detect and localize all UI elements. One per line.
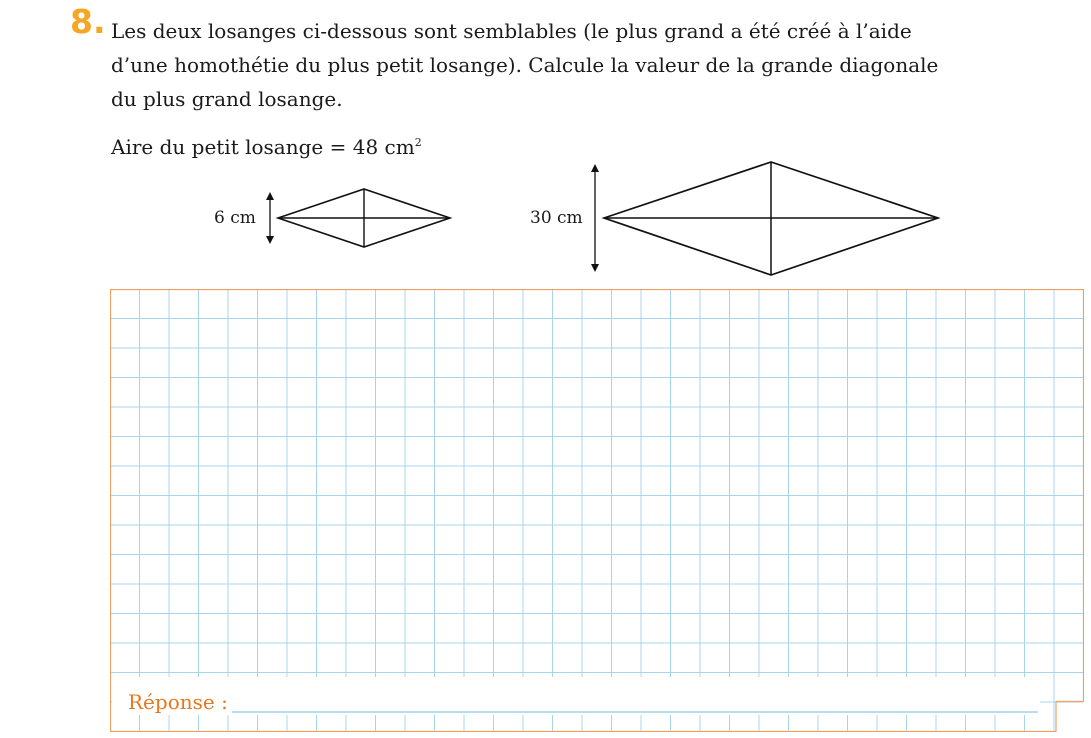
grid-frame <box>110 289 1084 732</box>
answer-strip <box>112 677 1040 715</box>
question-line-3: du plus grand losange. <box>111 87 343 111</box>
question-line-2: d’une homothétie du plus petit losange).… <box>111 53 939 77</box>
small-diagonal-label: 6 cm <box>214 208 256 228</box>
small-rhombus <box>275 188 453 248</box>
area-exponent: 2 <box>414 136 422 149</box>
exercise-number: 8. <box>70 2 106 41</box>
large-rhombus <box>601 161 941 276</box>
rhombus-figures <box>266 161 941 276</box>
question-text: Les deux losanges ci-dessous sont sembla… <box>111 14 1011 116</box>
question-line-1: Les deux losanges ci-dessous sont sembla… <box>111 19 912 43</box>
answer-label: Réponse : <box>128 690 228 714</box>
area-statement: Aire du petit losange = 48 cm2 <box>111 126 422 164</box>
grid-lines <box>110 289 1083 731</box>
answer-grid[interactable] <box>110 289 1084 732</box>
large-diagonal-label: 30 cm <box>530 208 583 228</box>
area-text: Aire du petit losange = 48 cm <box>111 135 415 159</box>
